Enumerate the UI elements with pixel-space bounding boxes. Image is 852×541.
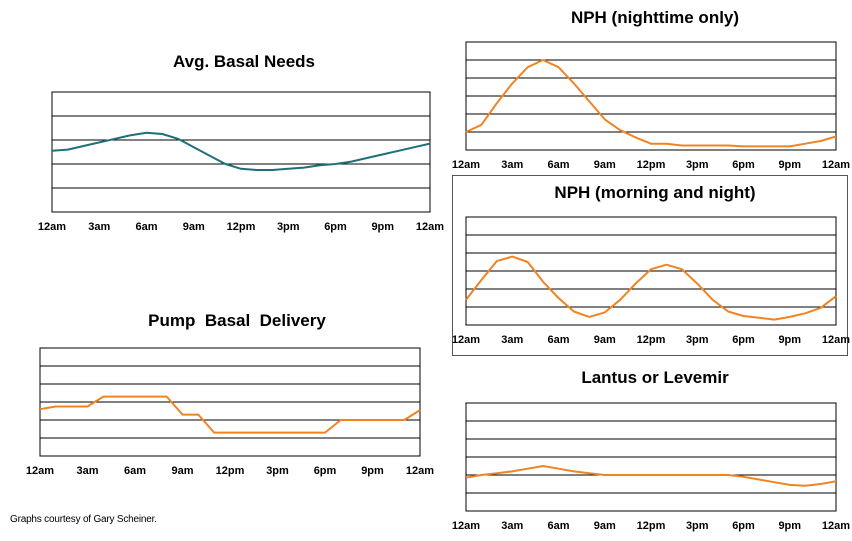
chart-title-pump: Pump Basal Delivery (148, 311, 326, 330)
x-tick-label: 9pm (778, 334, 801, 346)
x-tick-label: 6pm (324, 221, 347, 233)
chart-title-nph-both: NPH (morning and night) (554, 183, 756, 202)
x-tick-label: 12am (406, 465, 434, 477)
x-tick-label: 12am (452, 159, 480, 171)
x-tick-label: 6am (547, 159, 569, 171)
x-tick-label: 9pm (371, 221, 394, 233)
x-tick-label: 3am (501, 334, 523, 346)
x-tick-label: 12pm (227, 221, 256, 233)
x-tick-label: 3pm (686, 334, 709, 346)
x-tick-label: 6am (547, 334, 569, 346)
x-tick-label: 9pm (361, 465, 384, 477)
x-tick-label: 9pm (778, 159, 801, 171)
x-tick-label: 6am (547, 520, 569, 532)
series-line (465, 465, 837, 487)
x-tick-label: 6pm (314, 465, 337, 477)
x-tick-label: 12am (38, 221, 66, 233)
series-line (39, 395, 421, 434)
x-tick-label: 3am (88, 221, 110, 233)
x-tick-label: 6pm (732, 334, 755, 346)
series-line (465, 255, 837, 321)
x-tick-label: 12am (822, 334, 850, 346)
x-tick-label: 3pm (266, 465, 289, 477)
nph-both-frame (452, 175, 848, 356)
x-tick-label: 12pm (637, 520, 666, 532)
x-tick-label: 3pm (686, 520, 709, 532)
x-tick-label: 9pm (778, 520, 801, 532)
x-tick-label: 6am (124, 465, 146, 477)
x-tick-label: 12am (452, 520, 480, 532)
x-tick-label: 12pm (637, 159, 666, 171)
series-line (51, 131, 431, 171)
x-tick-label: 12am (822, 159, 850, 171)
x-tick-label: 12pm (637, 334, 666, 346)
chart-title-basal: Avg. Basal Needs (172, 52, 316, 71)
chart-title-nph-night: NPH (nighttime only) (570, 8, 740, 27)
x-tick-label: 12am (416, 221, 444, 233)
x-tick-label: 12am (452, 334, 480, 346)
x-tick-label: 3am (501, 159, 523, 171)
x-tick-label: 9am (183, 221, 205, 233)
x-tick-label: 12am (26, 465, 54, 477)
x-tick-label: 12am (822, 520, 850, 532)
x-tick-label: 3pm (277, 221, 300, 233)
x-tick-label: 3am (76, 465, 98, 477)
x-tick-label: 9am (594, 334, 616, 346)
x-tick-label: 9am (594, 520, 616, 532)
x-tick-label: 12pm (216, 465, 245, 477)
x-tick-label: 6pm (732, 520, 755, 532)
x-tick-label: 6am (135, 221, 157, 233)
credit-text: Graphs courtesy of Gary Scheiner. (10, 514, 157, 525)
x-tick-label: 3pm (686, 159, 709, 171)
series-line (465, 59, 837, 148)
x-tick-label: 9am (594, 159, 616, 171)
plot-frame (51, 91, 431, 213)
chart-title-lantus: Lantus or Levemir (581, 368, 729, 387)
x-tick-label: 9am (171, 465, 193, 477)
x-tick-label: 6pm (732, 159, 755, 171)
x-tick-label: 3am (501, 520, 523, 532)
